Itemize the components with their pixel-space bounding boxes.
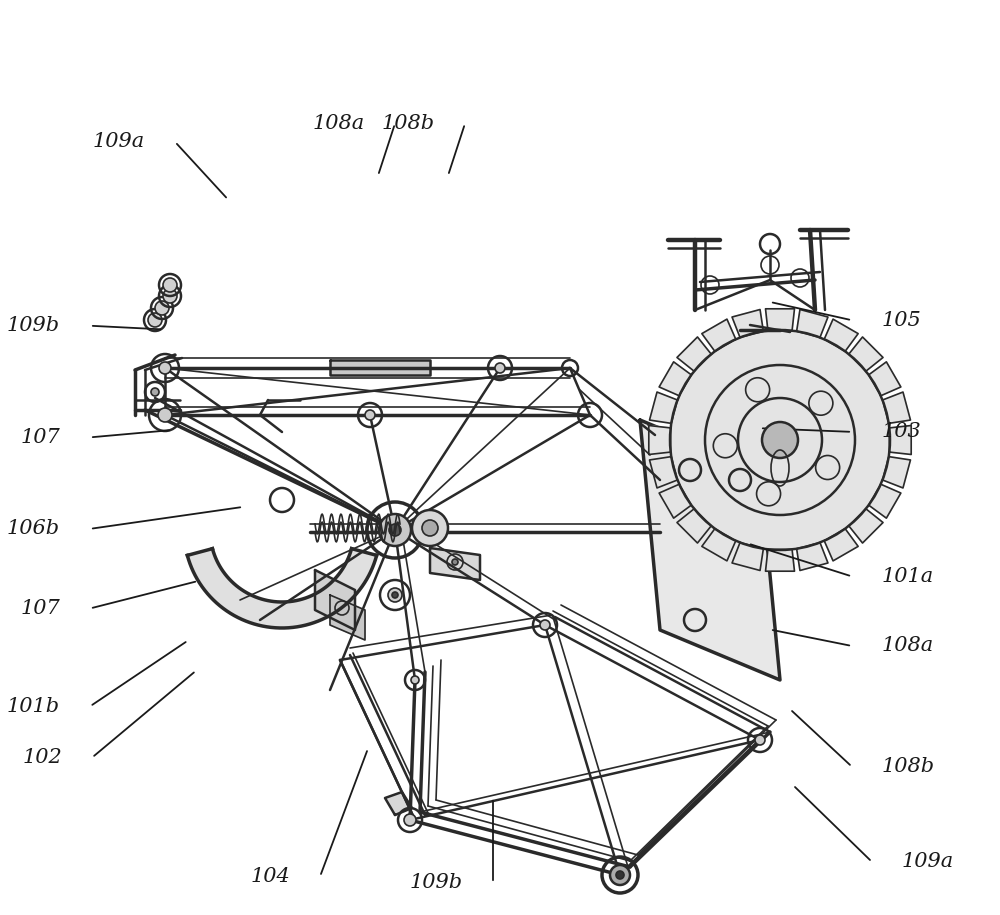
Polygon shape [766, 549, 794, 571]
Polygon shape [702, 529, 736, 561]
Text: 102: 102 [22, 748, 62, 767]
Circle shape [411, 676, 419, 684]
Text: 107: 107 [20, 599, 60, 618]
Circle shape [392, 592, 398, 598]
Text: 109a: 109a [902, 853, 954, 871]
Circle shape [388, 588, 402, 602]
Polygon shape [650, 392, 678, 424]
Text: 108b: 108b [882, 758, 935, 776]
Text: 108a: 108a [882, 637, 934, 655]
Circle shape [163, 289, 177, 303]
Circle shape [495, 363, 505, 373]
Polygon shape [659, 484, 691, 518]
Polygon shape [824, 529, 858, 561]
Polygon shape [882, 457, 910, 488]
Polygon shape [640, 420, 780, 680]
Circle shape [762, 422, 798, 458]
Circle shape [155, 301, 169, 315]
Polygon shape [732, 309, 763, 338]
Polygon shape [650, 457, 678, 488]
Circle shape [616, 871, 624, 879]
Circle shape [452, 559, 458, 565]
Polygon shape [187, 549, 377, 628]
Text: 108a: 108a [313, 114, 365, 133]
Polygon shape [330, 595, 365, 640]
Polygon shape [315, 570, 355, 630]
Circle shape [151, 388, 159, 396]
Text: 103: 103 [882, 423, 922, 441]
Polygon shape [797, 543, 828, 570]
Text: 109b: 109b [410, 874, 463, 892]
Text: 109b: 109b [7, 317, 60, 335]
Polygon shape [385, 792, 412, 815]
Polygon shape [330, 360, 430, 375]
Circle shape [412, 510, 448, 546]
Polygon shape [869, 484, 901, 518]
Polygon shape [732, 543, 763, 570]
Polygon shape [869, 361, 901, 396]
Circle shape [422, 520, 438, 536]
Polygon shape [889, 425, 911, 455]
Circle shape [404, 814, 416, 826]
Text: 107: 107 [20, 428, 60, 447]
Circle shape [379, 514, 411, 546]
Circle shape [158, 408, 172, 422]
Text: 104: 104 [250, 867, 290, 886]
Circle shape [755, 735, 765, 745]
Text: 101a: 101a [882, 567, 934, 586]
Text: 101b: 101b [7, 697, 60, 716]
Polygon shape [659, 361, 691, 396]
Circle shape [148, 313, 162, 327]
Circle shape [365, 410, 375, 420]
Text: 106b: 106b [7, 520, 60, 538]
Circle shape [540, 620, 550, 630]
Text: 109a: 109a [93, 133, 145, 151]
Polygon shape [677, 337, 711, 371]
Polygon shape [849, 509, 883, 543]
Circle shape [163, 278, 177, 292]
Polygon shape [702, 319, 736, 351]
Polygon shape [849, 337, 883, 371]
Circle shape [159, 362, 171, 374]
Polygon shape [797, 309, 828, 338]
Text: 108b: 108b [382, 114, 435, 133]
Polygon shape [766, 308, 794, 330]
Polygon shape [824, 319, 858, 351]
Polygon shape [882, 392, 910, 424]
Polygon shape [677, 509, 711, 543]
Text: 105: 105 [882, 311, 922, 329]
Circle shape [389, 524, 401, 536]
Polygon shape [649, 425, 671, 455]
Polygon shape [430, 548, 480, 580]
Circle shape [610, 865, 630, 885]
Circle shape [670, 330, 890, 550]
